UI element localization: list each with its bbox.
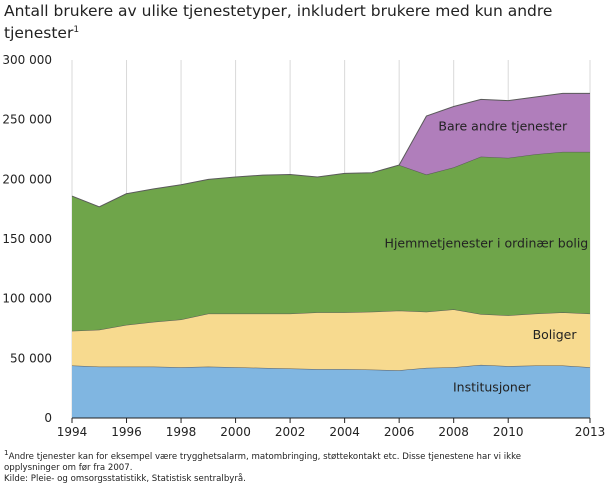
y-tick-label-0: 0 <box>44 411 52 425</box>
area-label-bare_andre: Bare andre tjenester <box>438 118 568 133</box>
x-tick-label-2006: 2006 <box>384 425 415 439</box>
line-bare_andre <box>398 92 590 166</box>
x-tick-label-1994: 1994 <box>57 425 88 439</box>
y-tick-label-6: 300 000 <box>2 53 52 67</box>
chart-title: Antall brukere av ulike tjenestetyper, i… <box>4 2 553 43</box>
x-tick-label-2000: 2000 <box>220 425 251 439</box>
area-hjemmetjenester <box>72 151 590 331</box>
footnote-line-1: 1Andre tjenester kan for eksempel være t… <box>4 448 522 462</box>
x-tick-label-2010: 2010 <box>493 425 524 439</box>
x-tick-label-2013: 2013 <box>575 425 606 439</box>
x-tick-label-1998: 1998 <box>166 425 197 439</box>
area-series <box>71 92 591 418</box>
x-tick-label-2004: 2004 <box>329 425 360 439</box>
y-tick-label-2: 100 000 <box>2 292 52 306</box>
area-label-boliger: Boliger <box>533 327 578 342</box>
y-tick-label-1: 50 000 <box>10 351 52 365</box>
area-label-institusjoner: Institusjoner <box>453 380 532 395</box>
x-tick-label-2002: 2002 <box>275 425 306 439</box>
x-tick-label-1996: 1996 <box>111 425 142 439</box>
y-tick-label-5: 250 000 <box>2 113 52 127</box>
x-tick-label-2008: 2008 <box>438 425 469 439</box>
y-tick-label-4: 200 000 <box>2 172 52 186</box>
area-label-hjemmetjenester: Hjemmetjenester i ordinær bolig <box>385 235 589 250</box>
source-line: Kilde: Pleie- og omsorgsstatistikk, Stat… <box>4 473 246 484</box>
footnote: 1Andre tjenester kan for eksempel være t… <box>4 447 604 485</box>
footnote-line-2: opplysninger om før fra 2007. <box>4 462 133 473</box>
area-boliger <box>72 309 590 371</box>
axes: 0 50 000 100 000 150 000 200 000 250 000 300 0… <box>2 53 605 439</box>
stacked-area-chart: 0 50 000 100 000 150 000 200 000 250 000 300 0… <box>2 53 605 439</box>
area-institusjoner <box>72 364 590 418</box>
y-tick-label-3: 150 000 <box>2 232 52 246</box>
area-bare_andre <box>399 93 590 175</box>
area-labels: Institusjoner Boliger Hjemmetjenester i or… <box>385 118 589 394</box>
